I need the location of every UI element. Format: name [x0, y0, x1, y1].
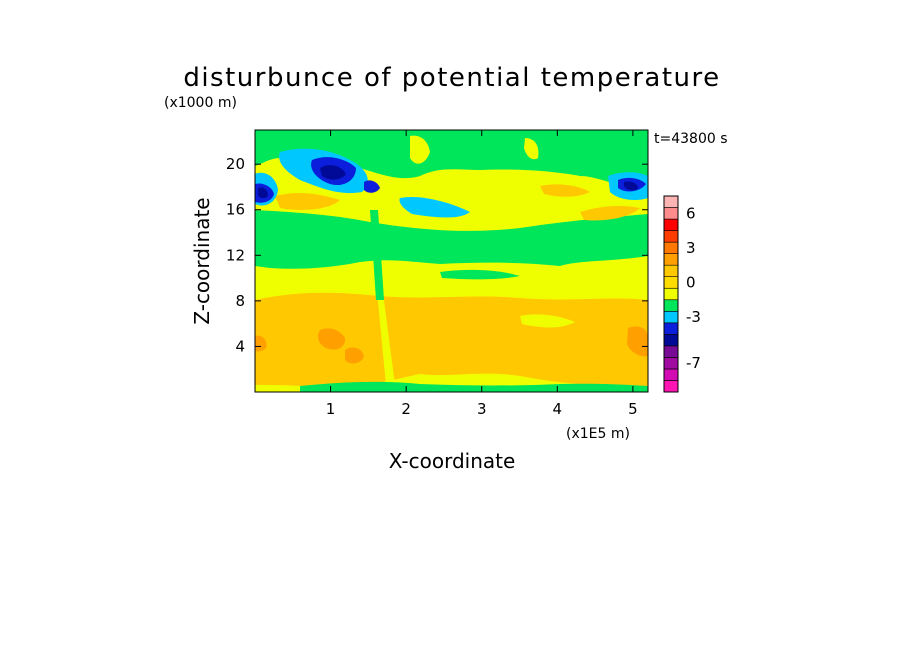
- region-level-minus4: [258, 187, 268, 199]
- x-tick-label: 3: [477, 400, 487, 418]
- region-level-minus4: [624, 181, 638, 191]
- x-tick-label: 1: [326, 400, 336, 418]
- x-tick-label: 4: [553, 400, 563, 418]
- region-level-minus1-streak: [370, 210, 384, 300]
- colorbar-swatch: [663, 276, 679, 289]
- region-level-0-streak: [524, 138, 539, 160]
- y-axis-unit: (x1000 m): [164, 95, 237, 111]
- region-level-minus1-top: [255, 130, 648, 187]
- colorbar-tick-label: 6: [686, 204, 696, 222]
- colorbar-tick-label: 0: [686, 273, 696, 291]
- colorbar-swatch: [663, 207, 679, 220]
- colorbar-swatch: [663, 287, 679, 301]
- region-level-minus2: [399, 196, 470, 218]
- colorbar-swatch: [663, 334, 679, 347]
- y-tick-label: 12: [226, 246, 245, 264]
- colorbar-tick-label: -3: [686, 308, 701, 326]
- y-tick-label: 20: [226, 155, 245, 173]
- y-axis-label: Z-coordinate: [190, 197, 214, 324]
- colorbar-swatch: [663, 380, 679, 393]
- chart-title: disturbunce of potential temperature: [183, 63, 720, 93]
- x-axis-label: X-coordinate: [389, 449, 516, 473]
- colorbar-swatch: [663, 230, 679, 243]
- region-level-minus4: [320, 165, 346, 180]
- time-label: t=43800 s: [654, 131, 728, 147]
- colorbar-swatch: [663, 357, 679, 370]
- region-level-1-lower: [255, 292, 648, 388]
- colorbar-swatch: [663, 264, 679, 278]
- colorbar-swatch: [663, 310, 679, 324]
- colorbar-swatch: [663, 241, 679, 254]
- contour-field: [255, 130, 648, 392]
- colorbar-swatch: [663, 218, 679, 231]
- colorbar-swatch: [663, 195, 679, 208]
- colorbar-tick-label: 3: [686, 239, 696, 257]
- y-axis: 4 8 12 16 20: [226, 155, 648, 355]
- y-tick-label: 16: [226, 201, 245, 219]
- region-level-0-streak: [520, 314, 575, 328]
- colorbar-tick-label: -7: [686, 354, 701, 372]
- x-axis: 1 2 3 4 5: [326, 130, 638, 418]
- region-level-2-patch: [627, 326, 648, 357]
- x-tick-label: 5: [628, 400, 638, 418]
- region-level-1-upper: [540, 184, 590, 197]
- plot-frame: [254, 129, 649, 393]
- region-level-minus1-streak: [440, 269, 520, 280]
- colorbar-swatch: [663, 299, 679, 312]
- colorbar-swatch: [663, 345, 679, 358]
- region-level-0-streak: [410, 135, 430, 164]
- region-level-1-upper: [275, 193, 340, 210]
- x-tick-label: 2: [401, 400, 411, 418]
- region-level-2-patch: [345, 347, 364, 364]
- y-tick-label: 8: [235, 292, 245, 310]
- region-level-1-upper: [580, 205, 640, 221]
- region-level-minus1-upper: [255, 210, 648, 269]
- region-level-minus3: [364, 180, 380, 193]
- colorbar-swatch: [663, 253, 679, 266]
- colorbar-swatch: [663, 368, 679, 381]
- x-axis-unit: (x1E5 m): [566, 426, 630, 442]
- region-level-2-patch: [255, 335, 267, 352]
- colorbar-swatch: [663, 322, 679, 335]
- region-level-2-patch: [318, 328, 346, 350]
- y-tick-label: 4: [235, 337, 245, 355]
- colorbar-frame: [663, 195, 679, 393]
- region-level-minus1-bottom: [300, 381, 648, 392]
- colorbar: 6 3 0 -3 -7: [663, 195, 701, 393]
